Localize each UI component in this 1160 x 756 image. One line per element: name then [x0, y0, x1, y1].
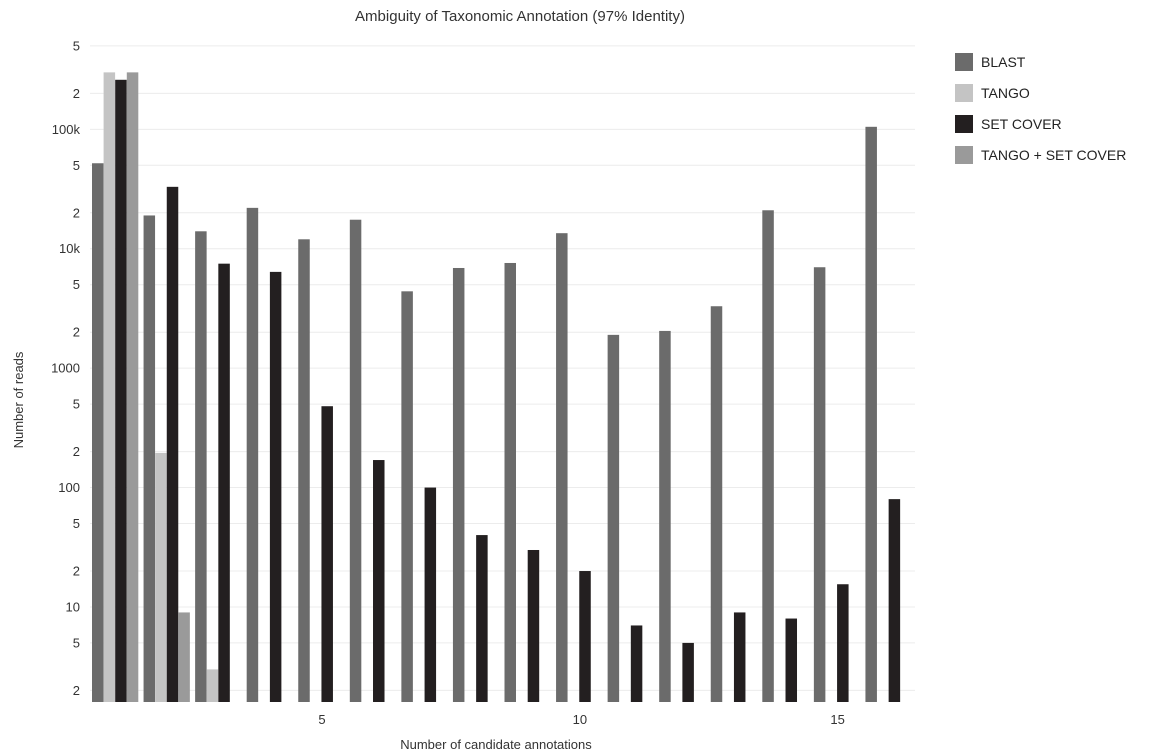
bar-blast-x16	[865, 126, 877, 703]
y-tick-label: 2	[73, 86, 80, 101]
x-axis-ticks: 5 10 15	[318, 712, 844, 727]
y-tick-label: 5	[73, 516, 80, 531]
y-tick-label: 2	[73, 325, 80, 340]
y-tick-label: 2	[73, 564, 80, 579]
y-tick-label: 10	[66, 599, 80, 614]
bar-blast-x12	[659, 330, 671, 702]
x-tick-label: 15	[830, 712, 844, 727]
y-tick-label: 1000	[51, 361, 80, 376]
legend-label-blast: BLAST	[981, 54, 1026, 70]
bar-set-cover-x5	[321, 406, 333, 702]
bar-blast-x8	[452, 267, 465, 702]
chart-title: Ambiguity of Taxonomic Annotation (97% I…	[355, 8, 685, 25]
bar-set-cover-x13	[733, 612, 746, 702]
bars	[92, 72, 901, 703]
legend-swatch-blast	[955, 53, 973, 71]
bar-set-cover-x12	[682, 642, 694, 702]
bar-set-cover-x16	[888, 499, 901, 702]
y-tick-label: 2	[73, 444, 80, 459]
bar-set-cover-x4	[269, 271, 282, 702]
legend-swatch-set-cover	[955, 115, 973, 133]
bar-blast-x10	[556, 233, 568, 702]
legend-label-tango: TANGO	[981, 85, 1030, 101]
bar-blast-x11	[607, 334, 620, 702]
gridlines	[90, 45, 915, 691]
x-tick-label: 5	[318, 712, 325, 727]
legend-label-set-cover: SET COVER	[981, 116, 1062, 132]
bar-blast-x13	[710, 306, 723, 702]
bar-set-cover-x8	[476, 535, 488, 702]
y-tick-label: 2	[73, 205, 80, 220]
bar-set-cover-x15	[837, 584, 849, 702]
legend-swatch-tango-set-cover	[955, 146, 973, 164]
y-tick-label: 100k	[52, 122, 81, 137]
x-axis-label: Number of candidate annotations	[400, 737, 592, 752]
y-tick-label: 5	[73, 38, 80, 53]
x-tick-label: 10	[573, 712, 587, 727]
y-tick-label: 5	[73, 277, 80, 292]
y-tick-label: 100	[58, 480, 80, 495]
legend: BLAST TANGO SET COVER TANGO + SET COVER	[955, 53, 1126, 164]
bar-set-cover-x7	[424, 487, 437, 702]
bar-set-cover-x9	[527, 549, 540, 702]
bar-blast-x3	[195, 231, 207, 702]
bar-blast-x2	[143, 215, 156, 702]
bar-blast-x5	[298, 239, 310, 702]
y-axis-ticks: 2 5 10 2 5 100 2 5 1000 2 5 10k 2 5 100k 2 5	[51, 38, 80, 698]
y-tick-label: 5	[73, 158, 80, 173]
y-tick-label: 10k	[59, 241, 80, 256]
bar-blast-x14	[762, 210, 774, 702]
bar-blast-x9	[504, 262, 516, 702]
bar-set-cover-x10	[579, 571, 591, 702]
bar-tango-x2	[155, 452, 167, 702]
bar-tango-set-cover-x1	[126, 72, 139, 702]
y-axis-label: Number of reads	[11, 351, 26, 448]
bar-blast-x1	[92, 163, 104, 702]
bar-blast-x7	[401, 291, 413, 702]
y-tick-label: 5	[73, 635, 80, 650]
bar-set-cover-x1	[115, 79, 127, 702]
bar-set-cover-x3	[218, 263, 230, 702]
legend-label-tango-set-cover: TANGO + SET COVER	[981, 147, 1126, 163]
bar-blast-x4	[246, 207, 259, 702]
bar-set-cover-x11	[630, 625, 643, 702]
legend-swatch-tango	[955, 84, 973, 102]
bar-blast-x6	[349, 219, 362, 703]
y-tick-label: 5	[73, 397, 80, 412]
bar-blast-x15	[813, 267, 826, 702]
y-tick-label: 2	[73, 683, 80, 698]
bar-tango-set-cover-x2	[178, 612, 190, 702]
bar-tango-x1	[103, 72, 116, 702]
bar-set-cover-x14	[785, 618, 798, 702]
bar-tango-x3	[206, 669, 219, 702]
bar-set-cover-x2	[166, 186, 179, 703]
bar-set-cover-x6	[373, 460, 385, 702]
